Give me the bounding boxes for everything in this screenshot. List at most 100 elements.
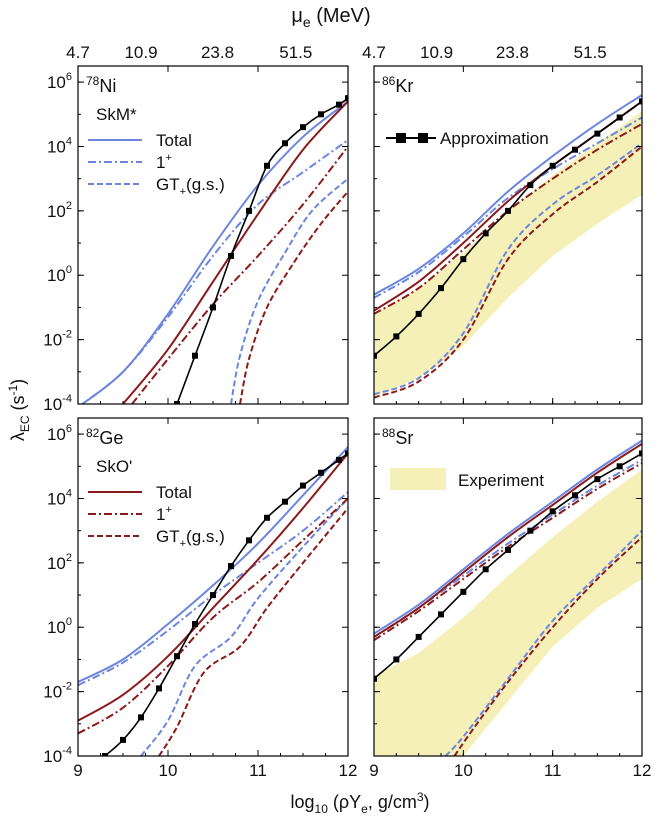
approximation-marker <box>505 546 511 553</box>
plot-area <box>80 95 348 404</box>
x-tick-label: 12 <box>339 761 358 780</box>
legend-entry: Total <box>156 483 192 502</box>
series-line-skm-dashdot <box>374 116 642 299</box>
series-line-skm-dashed <box>374 142 642 396</box>
plot-area <box>374 94 642 399</box>
top-axis-label: μe (MeV) <box>291 5 370 30</box>
approximation-marker <box>318 469 324 476</box>
x-tick-label: 9 <box>73 761 82 780</box>
approximation-marker <box>228 252 234 259</box>
y-tick-exponent: 0 <box>66 264 72 276</box>
rest: (g.s.) <box>186 527 225 546</box>
approximation-marker <box>138 714 144 721</box>
y-tick-exponent: -4 <box>62 393 72 405</box>
y-tick-label: 10-2 <box>43 681 72 702</box>
panel-sr: 9 10 11 12 88Sr Experiment <box>369 417 652 780</box>
x-tick-label: 11 <box>544 761 562 780</box>
y-tick-exponent: 6 <box>66 423 72 435</box>
y-tick-label: 106 <box>47 71 72 92</box>
approximation-marker <box>192 621 198 628</box>
sup: + <box>165 152 171 164</box>
legend-entry: Approximation <box>440 129 549 148</box>
x-tick-label: 10 <box>159 761 178 780</box>
experiment-band <box>374 111 642 398</box>
approximation-marker <box>345 450 348 457</box>
approximation-marker <box>572 146 578 153</box>
series-line-sko-dashed <box>374 145 642 399</box>
top-tick-label: 10.9 <box>124 43 157 62</box>
top-tick-label: 10.9 <box>420 43 453 62</box>
approximation-marker <box>282 498 288 505</box>
approximation-marker <box>415 310 422 317</box>
approximation-marker <box>300 482 306 489</box>
sub: + <box>180 186 186 198</box>
nucleus-element: Kr <box>395 76 413 96</box>
series-line-sko-dashed <box>158 507 348 756</box>
approximation-marker <box>282 140 288 147</box>
y-tick-label: 10-4 <box>43 745 72 766</box>
approximation-marker <box>156 685 162 692</box>
approximation-marker <box>527 527 534 534</box>
legend-entry: GT+(g.s.) <box>156 527 225 550</box>
legend-entry: Total <box>156 131 192 150</box>
approximation-marker <box>460 256 467 263</box>
plot-area <box>78 446 348 756</box>
y-tick-label: 100 <box>47 616 72 637</box>
legend-title: SkO' <box>96 457 132 476</box>
legend-entry: GT+(g.s.) <box>156 175 225 198</box>
x-tick-label: 9 <box>369 761 378 780</box>
approximation-marker <box>228 563 234 570</box>
series-line-skm-solid <box>78 446 348 683</box>
y-tick-label: 102 <box>47 552 72 573</box>
plot-area <box>374 439 642 756</box>
series-line-skm-solid <box>374 439 642 635</box>
top-tick-label: 51.5 <box>279 43 312 62</box>
legend-swatch <box>390 468 446 490</box>
y-tick-label: 100 <box>47 264 72 285</box>
approximation-marker <box>246 207 252 214</box>
y-tick-exponent: -2 <box>62 329 72 341</box>
x-tick-label: 12 <box>633 761 652 780</box>
legend-entry: Experiment <box>458 471 544 490</box>
top-tick-label: 4.7 <box>66 43 90 62</box>
series-line-sko-dashdot <box>131 145 348 404</box>
approximation-marker <box>174 401 180 404</box>
y-tick-exponent: 0 <box>66 616 72 628</box>
y-axis-label: λEC (s-1) <box>6 379 32 441</box>
approximation-marker <box>264 162 270 169</box>
legend-marker <box>418 133 428 143</box>
approximation-marker <box>527 182 534 189</box>
approximation-marker <box>482 566 489 573</box>
sup: + <box>165 504 171 516</box>
legend-marker <box>396 133 406 143</box>
approximation-marker <box>616 463 623 470</box>
nucleus-element: Ge <box>99 428 123 448</box>
y-tick-label: 104 <box>47 487 72 508</box>
series-line-sko-dashdot <box>78 497 348 735</box>
approximation-marker <box>438 611 444 618</box>
y-tick-exponent: -2 <box>62 681 72 693</box>
y-tick-label: 10-2 <box>43 329 72 350</box>
approximation-marker <box>374 675 377 682</box>
series-line-sko-solid <box>78 452 348 722</box>
nucleus-mass: 78 <box>86 74 100 88</box>
experiment-band <box>374 469 642 756</box>
series-line-sko-solid <box>374 442 642 638</box>
approximation-marker <box>594 130 601 137</box>
approximation-marker <box>639 98 642 105</box>
y-tick-label: 104 <box>47 135 72 156</box>
y-tick-exponent: -4 <box>62 745 72 757</box>
series-line-skm-dashdot <box>80 139 348 404</box>
x-tick-label: 11 <box>249 761 267 780</box>
approximation-marker <box>594 476 601 483</box>
sub: + <box>180 538 186 550</box>
y-tick-label: 10-4 <box>43 393 72 414</box>
series-line-approx-markers <box>176 97 348 404</box>
x-axis-label: log10 (ρYe, g/cm3) <box>290 790 429 816</box>
approximation-marker <box>210 592 216 599</box>
legend-entry: 1+ <box>156 152 172 172</box>
rest: (g.s.) <box>186 175 225 194</box>
top-tick-label: 23.8 <box>496 43 529 62</box>
nucleus-mass: 88 <box>382 426 396 440</box>
top-tick-label: 51.5 <box>574 43 607 62</box>
